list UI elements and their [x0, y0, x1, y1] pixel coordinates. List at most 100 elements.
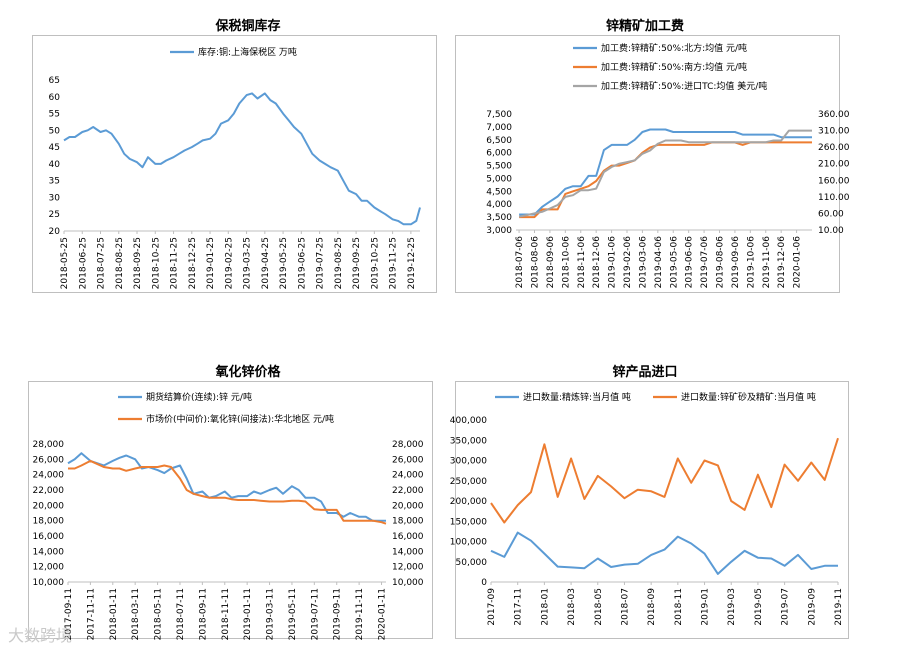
c4-xtick-label: 2019-09 — [807, 588, 817, 626]
c1-xtick-label: 2019-08-25 — [334, 237, 344, 289]
c1-ytick-label: 55 — [49, 110, 60, 120]
c1-xtick-label: 2018-10-25 — [151, 237, 161, 289]
c2-xtick-label: 2018-07-06 — [515, 236, 525, 289]
c4-xtick-label: 2018-07 — [620, 588, 630, 626]
c4-ytick-label: 150,000 — [450, 517, 487, 527]
c3-ytick-label: 22,000 — [33, 486, 65, 496]
c4-xtick-label: 2017-11 — [514, 588, 524, 626]
c2-xtick-label: 2019-12-06 — [777, 236, 787, 289]
c3-xtick-label: 2020-01-11 — [378, 588, 388, 640]
chart1-frame — [32, 35, 437, 293]
c4-series-line-1 — [490, 531, 838, 575]
c3-xtick-label: 2019-03-11 — [266, 588, 276, 640]
c3-xtick-label: 2018-07-11 — [176, 588, 186, 640]
c2-ytick-label: 4,000 — [486, 200, 512, 210]
c2-xtick-label: 2018-12-06 — [592, 236, 602, 289]
c4-ytick-label: 300,000 — [450, 457, 487, 467]
c2-xtick-label: 2018-08-06 — [531, 236, 541, 289]
chart2-title: 锌精矿加工费 — [605, 19, 684, 34]
c3-ytick-label: 28,000 — [33, 440, 65, 450]
c2-xtick-label: 2018-09-06 — [546, 236, 556, 289]
c1-xtick-label: 2019-11-25 — [389, 237, 399, 289]
c3-legend-label-1: 期货结算价(连续):锌 元/吨 — [146, 391, 252, 403]
c4-ytick-label: 250,000 — [450, 477, 487, 487]
c1-ytick-label: 35 — [49, 177, 60, 187]
c2-series-line-1 — [519, 128, 812, 216]
c2-y2tick-label: 210.00 — [818, 160, 850, 170]
c1-xtick-label: 2019-07-25 — [316, 237, 326, 289]
c2-xtick-label: 2019-01-06 — [608, 236, 618, 289]
c2-xtick-label: 2018-11-06 — [577, 236, 587, 289]
c3-ytick-label: 20,000 — [33, 501, 65, 511]
c3-xtick-label: 2018-03-11 — [131, 588, 141, 640]
c3-y2tick-label: 20,000 — [392, 501, 424, 511]
c2-y2tick-label: 10.00 — [818, 226, 844, 236]
c1-xtick-label: 2018-09-25 — [133, 237, 143, 289]
c3-y2tick-label: 12,000 — [392, 563, 424, 573]
c4-ytick-label: 100,000 — [450, 538, 487, 548]
c3-ytick-label: 26,000 — [33, 455, 65, 465]
c2-ytick-label: 7,500 — [486, 110, 512, 120]
c2-y2tick-label: 310.00 — [818, 127, 850, 137]
c4-series-line-2 — [490, 437, 839, 524]
c1-ytick-label: 50 — [49, 126, 61, 136]
c1-xtick-label: 2019-12-25 — [407, 237, 417, 289]
c3-xtick-label: 2019-11-11 — [355, 588, 365, 640]
c2-ytick-label: 6,500 — [486, 136, 512, 146]
c4-legend-label-1: 进口数量:精炼锌:当月值 吨 — [523, 391, 631, 403]
c3-xtick-label: 2019-09-11 — [333, 588, 343, 640]
c2-legend-label-2: 加工费:锌精矿:50%:南方:均值 元/吨 — [601, 61, 747, 73]
c4-xtick-label: 2018-03 — [567, 588, 577, 626]
c3-ytick-label: 10,000 — [33, 578, 65, 588]
c1-ytick-label: 45 — [49, 143, 60, 153]
c2-xtick-label: 2019-08-06 — [716, 236, 726, 289]
c2-ytick-label: 7,000 — [486, 123, 512, 133]
c4-ytick-label: 350,000 — [450, 436, 487, 446]
c4-xtick-label: 2017-09 — [487, 588, 497, 626]
c1-xtick-label: 2018-06-25 — [78, 237, 88, 289]
c3-legend-label-2: 市场价(中间价):氧化锌(间接法):华北地区 元/吨 — [146, 413, 334, 425]
chart2-frame — [455, 35, 840, 293]
c3-y2tick-label: 26,000 — [392, 455, 424, 465]
c3-ytick-label: 12,000 — [33, 563, 65, 573]
c1-ytick-label: 65 — [49, 76, 60, 86]
c3-xtick-label: 2018-01-11 — [109, 588, 119, 640]
c3-y2tick-label: 24,000 — [392, 471, 424, 481]
c3-xtick-label: 2019-01-11 — [243, 588, 253, 640]
c3-y2tick-label: 16,000 — [392, 532, 424, 542]
c3-series-line-1 — [67, 452, 386, 522]
c3-xtick-label: 2019-05-11 — [288, 588, 298, 640]
c2-xtick-label: 2019-02-06 — [623, 236, 633, 289]
chart4-title: 锌产品进口 — [612, 365, 678, 380]
c1-xtick-label: 2019-02-25 — [224, 237, 234, 289]
c4-ytick-label: 0 — [481, 578, 487, 588]
c3-y2tick-label: 14,000 — [392, 547, 424, 557]
c3-xtick-label: 2018-09-11 — [198, 588, 208, 640]
c1-xtick-label: 2018-11-25 — [170, 237, 180, 289]
c2-xtick-label: 2019-10-06 — [746, 236, 756, 289]
c2-xtick-label: 2019-07-06 — [700, 236, 710, 289]
c3-xtick-label: 2019-07-11 — [310, 588, 320, 640]
c1-xtick-label: 2019-09-25 — [352, 237, 362, 289]
c1-ytick-label: 60 — [49, 93, 61, 103]
c2-ytick-label: 3,500 — [486, 213, 512, 223]
c2-ytick-label: 4,500 — [486, 187, 512, 197]
c3-ytick-label: 16,000 — [33, 532, 65, 542]
c2-xtick-label: 2019-09-06 — [731, 236, 741, 289]
c1-xtick-label: 2019-05-25 — [279, 237, 289, 289]
chart4-frame — [455, 381, 849, 639]
c1-ytick-label: 40 — [49, 160, 61, 170]
c4-ytick-label: 200,000 — [450, 497, 487, 507]
c3-xtick-label: 2017-09-11 — [64, 588, 74, 640]
c2-ytick-label: 5,500 — [486, 162, 512, 172]
c4-xtick-label: 2018-01 — [540, 588, 550, 626]
c2-ytick-label: 6,000 — [486, 149, 512, 159]
c1-xtick-label: 2019-04-25 — [261, 237, 271, 289]
c2-legend-label-3: 加工费:锌精矿:50%:进口TC:均值 美元/吨 — [601, 80, 767, 92]
c1-series-line-1 — [63, 92, 421, 226]
c2-y2tick-label: 60.00 — [818, 209, 844, 219]
c2-series-line-3 — [518, 129, 812, 218]
c4-xtick-label: 2019-05 — [754, 588, 764, 626]
